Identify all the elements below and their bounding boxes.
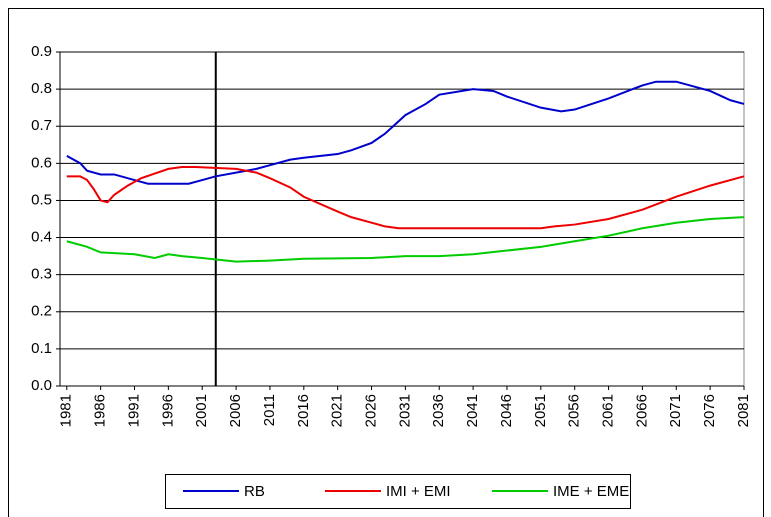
legend: [165, 474, 631, 509]
x-tick-label: 2016: [295, 394, 312, 427]
y-tick-label: 0.9: [31, 43, 52, 60]
x-tick-label: 1996: [159, 394, 176, 427]
series-line: [66, 216, 745, 263]
y-tick-label: 0.6: [31, 154, 52, 171]
legend-label: IMI + EMI: [386, 483, 451, 500]
x-tick-label: 2026: [362, 394, 379, 427]
x-tick-label: 2066: [633, 394, 650, 427]
y-tick-label: 0.4: [31, 229, 52, 246]
x-tick-label: 2051: [532, 394, 549, 427]
y-tick-label: 0.3: [31, 266, 52, 283]
x-tick-label: 2071: [667, 394, 684, 427]
x-tick-label: 1991: [125, 394, 142, 427]
y-tick-label: 0.1: [31, 340, 52, 357]
legend-label: RB: [244, 483, 265, 500]
plot-area: [59, 51, 745, 387]
x-tick-label: 2001: [193, 394, 210, 427]
x-tick-label: 2036: [430, 394, 447, 427]
x-tick-label: 2021: [329, 394, 346, 427]
x-tick-label: 2056: [566, 394, 583, 427]
series-line: [66, 80, 745, 185]
y-tick-label: 0.7: [31, 117, 52, 134]
y-tick-label: 0.2: [31, 303, 52, 320]
y-tick-label: 0.5: [31, 191, 52, 208]
x-tick-label: 2061: [600, 394, 617, 427]
x-tick-label: 2076: [701, 394, 718, 427]
x-tick-label: 2046: [498, 394, 515, 427]
x-tick-label: 2041: [464, 394, 481, 427]
x-tick-label: 1986: [92, 394, 109, 427]
legend-label: IME + EME: [553, 483, 629, 500]
y-tick-label: 0.8: [31, 80, 52, 97]
x-tick-label: 1981: [58, 394, 75, 427]
x-tick-label: 2031: [396, 394, 413, 427]
x-tick-label: 2081: [735, 394, 752, 427]
y-tick-label: 0.0: [31, 377, 52, 394]
x-tick-label: 2011: [261, 394, 278, 426]
series-line: [66, 166, 745, 230]
x-tick-label: 2006: [227, 394, 244, 427]
